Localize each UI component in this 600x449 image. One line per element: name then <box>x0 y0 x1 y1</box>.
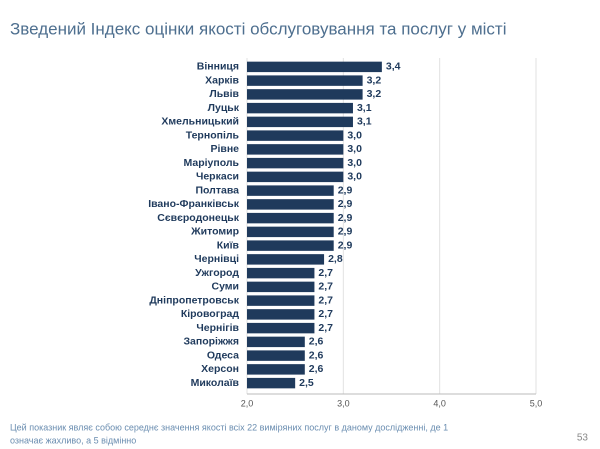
data-label: 2,7 <box>318 267 333 279</box>
y-tick-label: Миколаїв <box>191 377 240 389</box>
bar <box>247 75 363 86</box>
data-label: 3,1 <box>357 102 372 114</box>
bar <box>247 130 344 141</box>
bar <box>247 171 344 183</box>
bar <box>247 157 344 169</box>
y-tick-label: Хмельницький <box>161 116 239 128</box>
data-label: 2,6 <box>309 336 324 348</box>
data-label: 2,7 <box>318 308 333 320</box>
y-tick-label: Рівне <box>210 143 239 155</box>
y-tick-label: Луцьк <box>208 102 240 114</box>
bar <box>247 199 334 210</box>
x-tick-label: 2,0 <box>241 398 254 408</box>
bar <box>247 116 353 128</box>
y-tick-label: Запоріжжя <box>183 336 239 348</box>
x-tick-label: 5,0 <box>530 398 543 408</box>
data-label: 2,7 <box>318 281 333 293</box>
bar <box>247 295 315 306</box>
y-tick-label: Чернігів <box>196 322 239 334</box>
data-label: 2,9 <box>338 184 353 196</box>
data-label: 2,9 <box>338 239 353 251</box>
y-tick-label: Київ <box>217 239 240 251</box>
data-label: 2,7 <box>318 294 333 306</box>
y-tick-label: Херсон <box>201 363 239 375</box>
y-tick-label: Черкаси <box>196 171 239 183</box>
data-label: 3,2 <box>367 74 382 86</box>
data-label: 2,8 <box>328 253 343 265</box>
y-tick-label: Івано-Франківськ <box>148 198 240 210</box>
chart-title: Зведений Індекс оцінки якості обслуговув… <box>10 19 506 38</box>
y-tick-label: Ужгород <box>195 267 239 279</box>
data-label: 2,5 <box>299 377 314 389</box>
bar <box>247 254 325 265</box>
bar <box>247 267 315 279</box>
data-label: 2,9 <box>338 198 353 210</box>
data-label: 2,6 <box>309 363 324 375</box>
bar <box>247 281 315 293</box>
y-tick-label: Суми <box>211 281 239 293</box>
y-tick-label: Харків <box>205 74 239 86</box>
y-tick-label: Чернівці <box>194 253 239 265</box>
bar <box>247 226 334 238</box>
data-label: 2,7 <box>318 322 333 334</box>
bar <box>247 185 334 196</box>
bar <box>247 322 315 334</box>
bar <box>247 61 382 73</box>
bar <box>247 144 344 155</box>
bar <box>247 377 296 389</box>
data-label: 2,9 <box>338 212 353 224</box>
bar <box>247 350 305 361</box>
data-label: 3,1 <box>357 116 372 128</box>
data-label: 3,0 <box>347 129 362 141</box>
y-tick-label: Сєвєродонецьк <box>157 212 239 224</box>
bar <box>247 364 305 375</box>
y-tick-label: Тернопіль <box>186 129 240 141</box>
footnote: Цей показник являє собою середнє значенн… <box>10 422 448 432</box>
x-tick-label: 3,0 <box>337 398 350 408</box>
y-tick-label: Одеса <box>207 349 239 361</box>
data-label: 2,6 <box>309 349 324 361</box>
data-label: 3,2 <box>367 88 382 100</box>
bar <box>247 102 353 114</box>
data-label: 2,9 <box>338 226 353 238</box>
bar <box>247 240 334 251</box>
bar <box>247 336 305 348</box>
footnote: означає жахливо, а 5 відмінно <box>10 435 136 445</box>
bar <box>247 212 334 224</box>
y-tick-label: Вінниця <box>197 61 239 73</box>
data-label: 3,4 <box>386 61 401 73</box>
data-label: 3,0 <box>347 171 362 183</box>
y-tick-label: Житомир <box>190 226 239 238</box>
bar <box>247 89 363 100</box>
data-label: 3,0 <box>347 157 362 169</box>
page-number: 53 <box>577 433 589 444</box>
y-tick-label: Львів <box>209 88 239 100</box>
bar <box>247 309 315 320</box>
x-tick-label: 4,0 <box>433 398 446 408</box>
y-tick-label: Кіровоград <box>181 308 240 320</box>
y-tick-label: Дніпропетровськ <box>149 294 239 306</box>
y-tick-label: Маріуполь <box>183 157 239 169</box>
data-label: 3,0 <box>347 143 362 155</box>
y-tick-label: Полтава <box>195 184 239 196</box>
